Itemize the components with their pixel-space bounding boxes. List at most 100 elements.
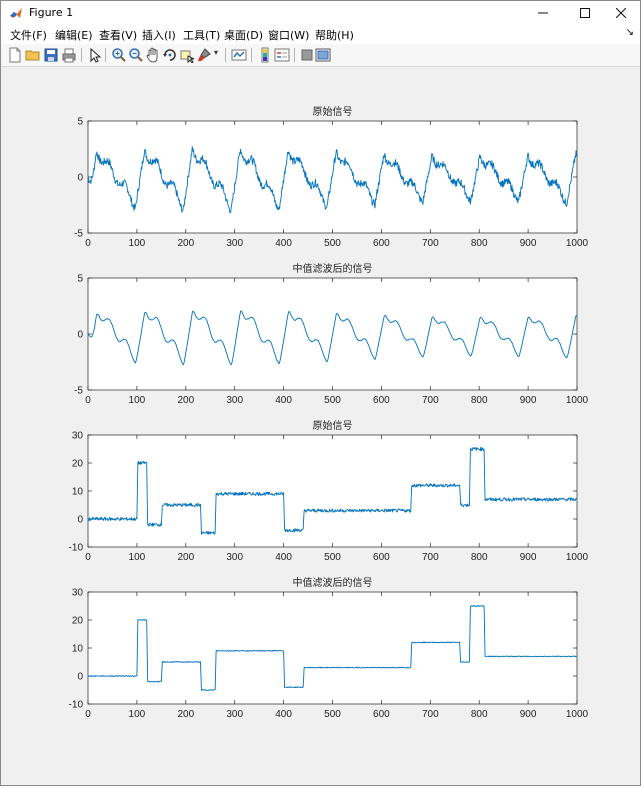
menu-window[interactable]: 窗口(W) [268,29,310,42]
link-plot-icon[interactable] [231,47,247,63]
x-tick-label: 800 [471,552,488,563]
x-tick-label: 100 [129,709,146,720]
x-tick-label: 900 [520,238,537,249]
menu-bar: 文件(F) 编辑(E) 查看(V) 插入(I) 工具(T) 桌面(D) 窗口(W… [1,25,640,44]
legend-icon[interactable] [274,47,290,63]
x-tick-label: 1000 [566,552,589,563]
subplot-2[interactable]: 中值滤波后的信号 0 100 200 300 400 500 600 700 800 900 1000… [74,262,588,406]
x-tick-label: 500 [324,238,341,249]
x-tick-label: 100 [129,238,146,249]
maximize-button[interactable] [565,1,605,25]
y-tick-label: 0 [77,330,83,341]
axes-box [87,434,578,548]
toolbar-separator [251,48,252,62]
y-tick-label: -10 [69,543,84,554]
save-icon[interactable] [43,47,59,63]
print-icon[interactable] [61,47,77,63]
x-tick-label: 400 [275,238,292,249]
x-tick-label: 600 [373,395,390,406]
zoom-in-icon[interactable] [111,47,127,63]
figure-canvas: 原始信号 0 100 200 300 400 500 600 700 800 900 1000 -5 0 5… [7,67,637,783]
toolbar: ▾ [1,44,640,67]
minimize-icon [538,12,548,14]
x-tick-label: 0 [85,238,91,249]
x-tick-label: 400 [275,395,292,406]
series-line[interactable] [87,605,578,691]
x-tick-label: 900 [520,552,537,563]
axes-title: 中值滤波后的信号 [293,262,373,275]
brush-icon[interactable] [196,47,212,63]
pan-hand-icon[interactable] [145,47,161,63]
x-tick-label: 800 [471,395,488,406]
brush-dropdown-icon[interactable]: ▾ [214,48,219,57]
x-tick-label: 900 [520,395,537,406]
toolbar-separator [105,48,106,62]
y-tick-label: 20 [72,616,84,627]
open-file-icon[interactable] [25,47,41,63]
close-icon [616,8,626,18]
x-tick-label: 200 [177,395,194,406]
hide-plot-tools-icon[interactable] [299,47,315,63]
menu-insert[interactable]: 插入(I) [142,29,176,42]
x-tick-label: 0 [85,395,91,406]
zoom-out-icon[interactable] [128,47,144,63]
matlab-logo-icon [9,6,23,20]
x-tick-label: 900 [520,709,537,720]
x-tick-label: 0 [85,552,91,563]
series-line[interactable] [87,446,578,535]
close-button[interactable] [601,1,641,25]
window-title: Figure 1 [29,6,74,19]
menu-desktop[interactable]: 桌面(D) [224,29,264,42]
series-line[interactable] [87,146,578,214]
x-tick-label: 200 [177,552,194,563]
y-tick-label: 5 [77,274,83,285]
y-tick-label: 0 [77,515,83,526]
data-cursor-icon[interactable] [179,47,195,63]
select-arrow-icon[interactable] [87,47,103,63]
x-tick-label: 1000 [566,238,589,249]
x-tick-label: 500 [324,709,341,720]
toolbar-separator [81,48,82,62]
x-tick-label: 800 [471,238,488,249]
y-tick-label: 0 [77,173,83,184]
rotate-3d-icon[interactable] [162,47,178,63]
x-tick-label: 300 [226,709,243,720]
x-tick-label: 700 [422,552,439,563]
y-tick-label: 30 [72,431,84,442]
x-tick-label: 700 [422,709,439,720]
y-tick-label: 30 [72,588,84,599]
x-tick-label: 300 [226,395,243,406]
x-tick-label: 300 [226,238,243,249]
axes-title: 原始信号 [313,105,353,118]
x-tick-label: 600 [373,552,390,563]
x-tick-label: 700 [422,238,439,249]
x-tick-label: 400 [275,552,292,563]
x-tick-label: 500 [324,395,341,406]
series-line[interactable] [87,310,578,366]
menu-tools[interactable]: 工具(T) [183,29,221,42]
menu-help[interactable]: 帮助(H) [315,29,354,42]
y-tick-label: 10 [72,644,84,655]
menu-edit[interactable]: 编辑(E) [55,29,93,42]
x-tick-label: 600 [373,709,390,720]
menu-view[interactable]: 查看(V) [99,29,138,42]
y-tick-label: 20 [72,459,84,470]
x-tick-label: 200 [177,238,194,249]
axes-box [87,591,578,705]
y-tick-label: 0 [77,672,83,683]
menu-file[interactable]: 文件(F) [10,29,47,42]
colorbar-icon[interactable] [257,47,273,63]
axes-title: 原始信号 [313,419,353,432]
dock-arrow-icon[interactable]: ↘ [625,27,634,38]
new-figure-icon[interactable] [7,47,23,63]
y-tick-label: 10 [72,487,84,498]
y-tick-label: 5 [77,117,83,128]
x-tick-label: 100 [129,552,146,563]
show-plot-tools-icon[interactable] [315,47,331,63]
title-bar[interactable]: Figure 1 [1,1,640,25]
minimize-button[interactable] [523,1,563,25]
